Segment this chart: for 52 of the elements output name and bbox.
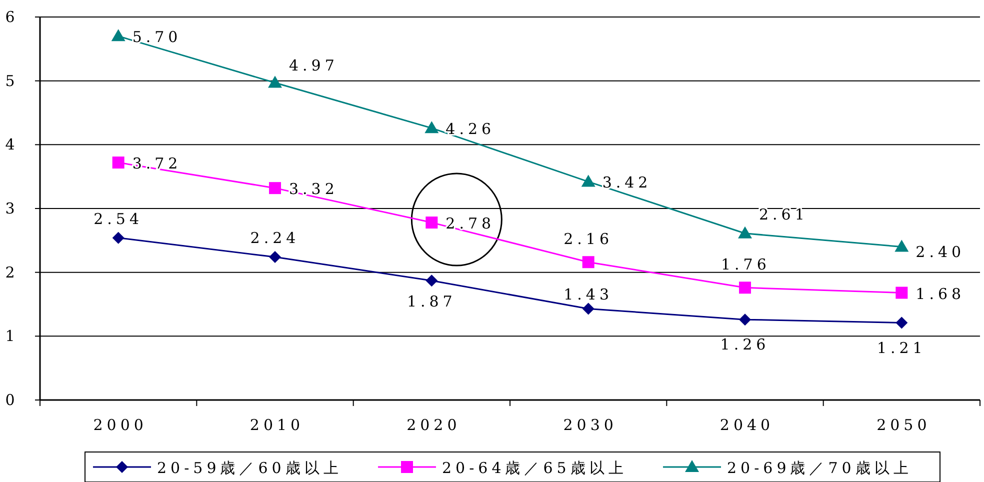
x-tick-label: 2040 bbox=[720, 416, 774, 434]
x-tick-label: 2050 bbox=[876, 416, 931, 434]
point bbox=[581, 174, 596, 187]
data-label: 1.87 bbox=[406, 292, 456, 311]
data-label: 3.42 bbox=[602, 174, 652, 192]
y-tick-label: 6 bbox=[5, 8, 15, 26]
y-tick-label: 5 bbox=[5, 72, 15, 90]
data-label: 1.26 bbox=[720, 336, 770, 354]
point bbox=[738, 226, 752, 238]
point bbox=[269, 251, 281, 264]
legend-label: 20-59歳／60歳以上 bbox=[157, 459, 342, 477]
data-label: 4.97 bbox=[289, 56, 338, 75]
point bbox=[426, 274, 438, 287]
data-label: 4.26 bbox=[446, 120, 496, 138]
x-tick-label: 2000 bbox=[93, 416, 148, 434]
x-tick-label: 2010 bbox=[250, 416, 304, 434]
data-label: 5.70 bbox=[132, 28, 182, 46]
data-label: 1.21 bbox=[876, 338, 926, 357]
point bbox=[424, 121, 439, 134]
y-tick-label: 2 bbox=[5, 263, 15, 282]
point bbox=[894, 240, 909, 252]
data-label: 2.61 bbox=[759, 205, 808, 224]
y-tick-label: 1 bbox=[5, 327, 15, 346]
point bbox=[268, 76, 282, 88]
data-label: 2.54 bbox=[94, 210, 144, 228]
legend-label: 20-69歳／70歳以上 bbox=[727, 459, 912, 477]
data-label: 1.68 bbox=[916, 284, 966, 303]
point bbox=[112, 232, 124, 244]
point bbox=[112, 156, 124, 169]
point bbox=[582, 256, 594, 268]
point bbox=[111, 29, 126, 42]
y-tick-label: 0 bbox=[5, 391, 15, 409]
data-label: 2.78 bbox=[446, 214, 496, 233]
point bbox=[896, 286, 908, 299]
y-tick-label: 3 bbox=[5, 200, 15, 218]
data-label: 2.16 bbox=[564, 230, 614, 248]
x-tick-label: 2030 bbox=[563, 416, 618, 434]
data-label: 1.76 bbox=[721, 256, 770, 274]
data-label: 2.40 bbox=[916, 242, 966, 261]
y-tick-label: 4 bbox=[5, 136, 15, 154]
data-label: 3.72 bbox=[132, 154, 182, 173]
point bbox=[582, 302, 594, 315]
legend-label: 20-64歳／65歳以上 bbox=[442, 459, 628, 477]
x-tick-label: 2020 bbox=[406, 416, 461, 434]
data-label: 1.43 bbox=[564, 286, 614, 304]
point bbox=[739, 282, 751, 294]
data-label: 2.24 bbox=[250, 229, 300, 248]
point bbox=[739, 314, 751, 326]
point bbox=[426, 216, 438, 229]
point bbox=[896, 316, 908, 329]
data-label: 3.32 bbox=[289, 180, 338, 198]
point bbox=[269, 182, 281, 194]
